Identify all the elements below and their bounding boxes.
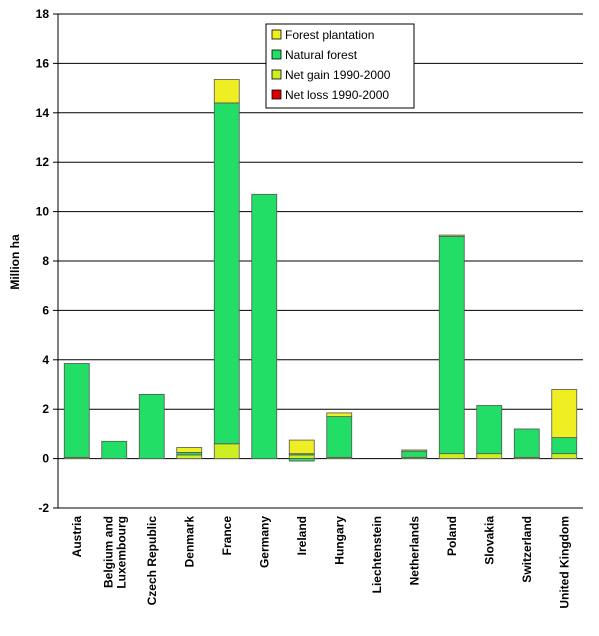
x-category-label: France xyxy=(220,516,234,556)
x-category-label-line: Slovakia xyxy=(482,516,496,565)
legend-swatch xyxy=(271,49,282,60)
bar-segment-below-zero xyxy=(288,458,315,462)
x-category-label-line: Czech Republic xyxy=(145,516,159,606)
bar-segment-net-gain-1990-2000 xyxy=(288,454,315,459)
bar-segment-natural-forest xyxy=(476,405,503,455)
bar-segment-net-gain-1990-2000 xyxy=(213,443,240,459)
x-category-label: Poland xyxy=(445,516,459,556)
y-tick-label: 4 xyxy=(42,353,49,367)
bar-segment-forest-plantation xyxy=(401,449,428,452)
bar-segment-natural-forest xyxy=(438,235,465,455)
legend-swatch xyxy=(271,69,282,80)
x-category-label: Liechtenstein xyxy=(370,516,384,593)
legend-swatch xyxy=(271,29,282,40)
y-tick-label: -2 xyxy=(38,501,49,515)
x-category-label-line: Netherlands xyxy=(407,516,421,586)
bar-segment-natural-forest xyxy=(101,440,128,459)
x-category-labels: Austria Belgium and Luxembourg Czech Republ… xyxy=(70,516,572,609)
x-category-label-line: France xyxy=(220,516,234,556)
legend-label: Natural forest xyxy=(285,48,358,62)
y-tick-label: 0 xyxy=(42,452,49,466)
x-category-label-line: Poland xyxy=(445,516,459,556)
bar-segment-natural-forest xyxy=(63,363,90,458)
x-category-label-line: Switzerland xyxy=(520,516,534,583)
y-tick-labels: -2 0 2 4 6 8 10 12 14 16 18 xyxy=(36,7,50,515)
bar-segment-natural-forest xyxy=(326,416,353,458)
y-tick-label: 6 xyxy=(42,303,49,317)
bars xyxy=(63,79,578,462)
bar-segment-net-gain-1990-2000 xyxy=(176,454,203,459)
bar-segment-net-gain-1990-2000 xyxy=(551,453,578,460)
legend-box xyxy=(265,23,415,109)
bar-segment-forest-plantation xyxy=(288,439,315,455)
x-category-label-line: Liechtenstein xyxy=(370,516,384,593)
x-category-label: Denmark xyxy=(182,516,196,568)
x-category-label: Germany xyxy=(257,516,271,568)
x-category-label: Hungary xyxy=(332,516,346,565)
x-category-label: Netherlands xyxy=(407,516,421,586)
y-tick-label: 18 xyxy=(36,7,50,21)
bar-segment-natural-forest xyxy=(551,437,578,455)
legend-label: Forest plantation xyxy=(285,28,374,42)
y-tick-label: 16 xyxy=(36,56,50,70)
y-axis-label: Million ha xyxy=(8,234,22,290)
legend-label: Net loss 1990-2000 xyxy=(285,88,389,102)
x-category-label-line: Belgium and xyxy=(101,516,115,588)
x-category-label: Switzerland xyxy=(520,516,534,583)
bar-segment-natural-forest xyxy=(513,428,540,458)
legend-swatch xyxy=(271,89,282,100)
y-tick-label: 12 xyxy=(36,155,50,169)
bar-segment-forest-plantation xyxy=(176,447,203,453)
x-category-label: Czech Republic xyxy=(145,516,159,606)
y-tick-label: 10 xyxy=(36,205,50,219)
bar-segment-natural-forest xyxy=(401,450,428,458)
x-category-label-line: Germany xyxy=(257,516,271,568)
legend-label: Net gain 1990-2000 xyxy=(285,68,391,82)
bar-segment-natural-forest xyxy=(251,193,278,460)
axes xyxy=(53,13,583,509)
bar-segment-forest-plantation xyxy=(213,79,240,104)
x-category-label-line: Luxembourg xyxy=(114,516,128,589)
y-tick-label: 2 xyxy=(42,402,49,416)
bar-segment-natural-forest xyxy=(213,102,240,445)
y-tick-label: 14 xyxy=(36,106,50,120)
legend: Forest plantation Natural forest Net gain … xyxy=(265,23,415,109)
x-category-label: Austria xyxy=(70,516,84,558)
x-category-label: Belgium and Luxembourg xyxy=(101,516,128,589)
bar-segment-natural-forest xyxy=(138,393,165,460)
bar-segment-net-gain-1990-2000 xyxy=(438,453,465,460)
x-category-label-line: Austria xyxy=(70,516,84,558)
x-category-label-line: Ireland xyxy=(295,516,309,555)
x-category-label: United Kingdom xyxy=(557,516,571,609)
bar-segment-net-gain-1990-2000 xyxy=(476,453,503,460)
x-category-label: Ireland xyxy=(295,516,309,555)
x-category-label-line: Denmark xyxy=(182,516,196,568)
bar-segment-forest-plantation xyxy=(551,389,578,439)
bar-segment-forest-plantation xyxy=(438,234,465,237)
x-category-label: Slovakia xyxy=(482,516,496,565)
x-category-label-line: United Kingdom xyxy=(557,516,571,609)
x-category-label-line: Hungary xyxy=(332,516,346,565)
bar-segment-forest-plantation xyxy=(326,412,353,418)
y-tick-label: 8 xyxy=(42,254,49,268)
